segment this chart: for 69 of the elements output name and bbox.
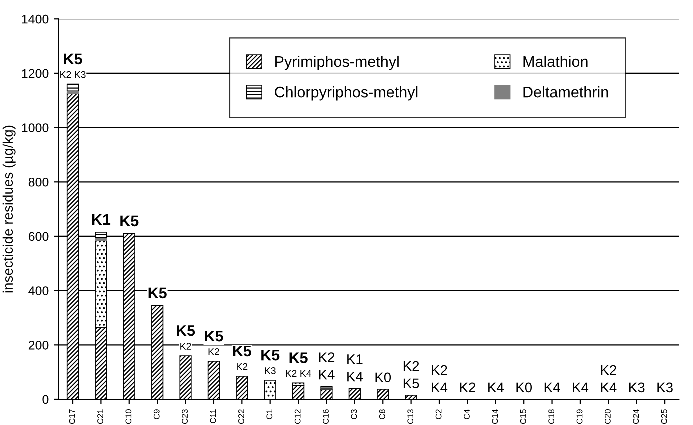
- annotation: K0: [516, 382, 532, 393]
- x-tick-label: C4: [464, 409, 470, 420]
- annotation: K5: [64, 54, 82, 65]
- y-tick-label: 1400: [22, 14, 49, 24]
- x-tick-label: C18: [548, 410, 555, 424]
- annotation: K3: [265, 368, 276, 374]
- y-tick-label: 200: [28, 340, 49, 350]
- annotation: K5: [290, 352, 308, 364]
- annotation: K1: [92, 214, 111, 226]
- annotation: K2: [432, 365, 448, 376]
- x-tick-label: C13: [408, 410, 414, 424]
- annotation: K4: [601, 382, 617, 392]
- annotation: K2 K4: [286, 370, 312, 378]
- y-tick-label: 1200: [22, 69, 49, 78]
- annotation: K2: [319, 352, 335, 362]
- annotation: K5: [262, 350, 280, 361]
- annotation: K4: [432, 382, 448, 392]
- annotation: K5: [233, 346, 252, 357]
- y-tick-label: 800: [28, 178, 49, 187]
- annotation: K2: [180, 343, 192, 350]
- annotation: K3: [658, 382, 673, 393]
- annotation: K5: [404, 378, 420, 389]
- x-tick-label: C9: [154, 410, 160, 420]
- annotation: K4: [348, 372, 364, 382]
- annotation: K0: [376, 372, 392, 383]
- bar: [66, 84, 80, 92]
- x-tick-label: C20: [604, 410, 611, 424]
- x-tick-label: C12: [294, 410, 301, 424]
- annotation: K2: [208, 348, 220, 356]
- annotation: K2: [237, 363, 248, 370]
- annotation: K2: [460, 382, 476, 392]
- x-tick-label: C23: [182, 410, 188, 424]
- x-tick-label: C10: [126, 410, 132, 424]
- x-tick-label: C22: [238, 410, 244, 424]
- annotation: K5: [177, 326, 196, 336]
- legend-label: Deltamethrin: [524, 86, 608, 98]
- x-tick-label: C15: [520, 410, 526, 424]
- annotation: K4: [544, 382, 560, 392]
- y-tick-label: 600: [28, 232, 49, 242]
- annotation: K1: [348, 354, 363, 364]
- x-tick-label: C19: [576, 410, 583, 424]
- x-tick-label: C14: [492, 409, 498, 424]
- x-tick-label: C1: [266, 410, 273, 420]
- annotation: K5: [148, 288, 167, 299]
- annotation: K5: [120, 216, 139, 227]
- annotation: K3: [629, 382, 645, 393]
- y-tick-label: 1000: [22, 124, 49, 132]
- annotation: K2: [404, 361, 420, 372]
- legend-label: Pyrimiphos-methyl: [276, 56, 399, 70]
- y-tick-label: 0: [42, 395, 49, 404]
- x-tick-label: C3: [351, 410, 358, 420]
- y-tick-label: 400: [28, 286, 49, 296]
- y-axis-title: insecticide residues (µg/kg): [2, 126, 16, 293]
- annotation: K2: [601, 365, 616, 376]
- legend-label: Malathion: [524, 56, 588, 68]
- x-tick-label: C24: [633, 409, 640, 424]
- x-tick-label: C17: [69, 410, 76, 424]
- x-tick-label: C16: [323, 410, 329, 424]
- annotation: K4: [319, 370, 335, 380]
- annotation: K5: [205, 331, 224, 342]
- x-tick-label: C11: [210, 410, 216, 424]
- legend-label: Chlorpyriphos-methyl: [275, 86, 418, 101]
- x-tick-label: C2: [436, 410, 442, 420]
- x-tick-label: C25: [661, 410, 668, 424]
- annotation: K4: [573, 382, 589, 392]
- annotation: K2 K3: [60, 71, 86, 78]
- x-tick-label: C21: [98, 410, 104, 424]
- annotation: K4: [488, 382, 504, 392]
- x-tick-label: C8: [379, 410, 386, 420]
